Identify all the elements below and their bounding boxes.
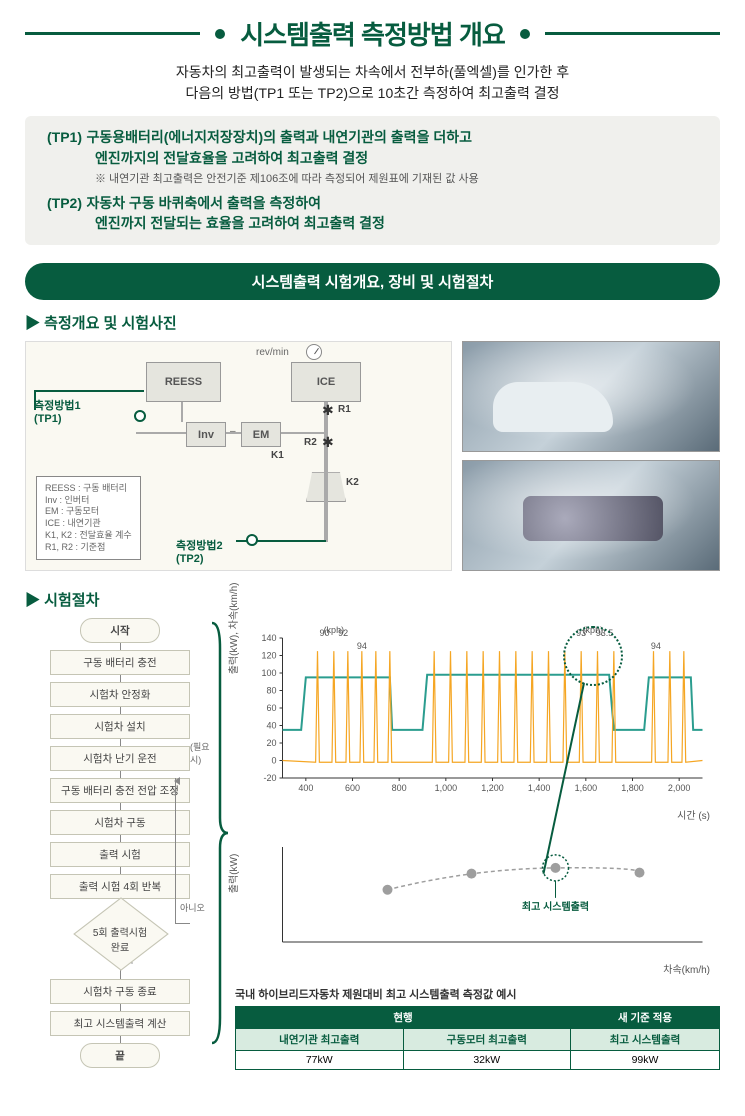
- flow-no-label: 아니오: [180, 901, 205, 914]
- flow-step: 최고 시스템출력 계산: [50, 1011, 190, 1036]
- sub-header-procedure: ▶ 시험절차: [25, 589, 720, 610]
- svg-text:600: 600: [345, 783, 360, 793]
- th-ice: 내연기관 최고출력: [236, 1029, 404, 1051]
- flow-step: 시험차 난기 운전: [50, 746, 190, 771]
- result-table: 현행 새 기준 적용 내연기관 최고출력 구동모터 최고출력 최고 시스템출력 …: [235, 1006, 720, 1070]
- tp1-marker-label: 측정방법1 (TP1): [34, 397, 81, 425]
- flow-start: 시작: [80, 618, 160, 643]
- svg-text:0: 0: [271, 756, 276, 766]
- svg-text:1,000: 1,000: [435, 783, 458, 793]
- th-motor: 구동모터 최고출력: [403, 1029, 571, 1051]
- tp1-item: (TP1) 구동용배터리(에너지저장장치)의 출력과 내연기관의 출력을 더하고…: [47, 128, 698, 186]
- tp1-text2: 엔진까지의 전달효율을 고려하여 최고출력 결정: [95, 148, 698, 168]
- td-motor-val: 32kW: [403, 1051, 571, 1070]
- title-row: 시스템출력 측정방법 개요: [25, 15, 720, 52]
- time-series-chart: 출력(kW), 차속(km/h) -2002040608010012014040…: [235, 618, 720, 803]
- tp1-measure-point: [134, 410, 146, 422]
- sub-header-diagram: ▶ 측정개요 및 시험사진: [25, 312, 720, 333]
- measurement-methods-box: (TP1) 구동용배터리(에너지저장장치)의 출력과 내연기관의 출력을 더하고…: [25, 116, 720, 245]
- svg-text:40: 40: [266, 721, 276, 731]
- flow-step: 출력 시험: [50, 842, 190, 867]
- diagram-row: REESS ICE Inv EM 측정방법1 (TP1) 측정방법2 (TP2)…: [25, 341, 720, 571]
- svg-text:1,600: 1,600: [575, 783, 598, 793]
- svg-text:1,400: 1,400: [528, 783, 551, 793]
- intro-text: 자동차의 최고출력이 발생되는 차속에서 전부하(풀엑셀)를 인가한 후 다음의…: [25, 62, 720, 104]
- flow-step: 구동 배터리 충전 전압 조정: [50, 778, 190, 803]
- td-system-val: 99kW: [571, 1051, 720, 1070]
- intro-line2: 다음의 방법(TP1 또는 TP2)으로 10초간 측정하여 최고출력 결정: [25, 83, 720, 104]
- result-table-title: 국내 하이브리드자동차 제원대비 최고 시스템출력 측정값 예시: [235, 986, 720, 1002]
- svg-text:2,000: 2,000: [668, 783, 691, 793]
- r1-label: R1: [338, 404, 351, 415]
- svg-text:800: 800: [392, 783, 407, 793]
- svg-text:140: 140: [261, 633, 276, 643]
- flow-step: 시험차 구동: [50, 810, 190, 835]
- svg-text:120: 120: [261, 651, 276, 661]
- intro-line1: 자동차의 최고출력이 발생되는 차속에서 전부하(풀엑셀)를 인가한 후: [25, 62, 720, 83]
- chart2-ylabel: 출력(kW): [225, 854, 240, 894]
- svg-text:94: 94: [357, 641, 367, 651]
- flow-decision: 5회 출력시험 완료: [70, 914, 170, 964]
- th-current: 현행: [236, 1007, 571, 1029]
- tp1-note: ※ 내연기관 최고출력은 안전기준 제106조에 따라 측정되어 제원표에 기재…: [95, 170, 698, 186]
- peak-power-chart: 출력(kW) 최고 시스템출력: [235, 837, 720, 957]
- chart2-svg: 최고 시스템출력: [235, 837, 720, 957]
- flow-step: 구동 배터리 충전: [50, 650, 190, 675]
- svg-text:94: 94: [651, 641, 661, 651]
- svg-text:80: 80: [266, 686, 276, 696]
- chart1-callout: [563, 626, 623, 686]
- th-system: 최고 시스템출력: [571, 1029, 720, 1051]
- svg-text:최고 시스템출력: 최고 시스템출력: [522, 900, 589, 913]
- tp2-measure-point: [246, 534, 258, 546]
- svg-text:-20: -20: [263, 773, 276, 783]
- procedure-row: 시작 구동 배터리 충전 시험차 안정화 시험차 설치 시험차 난기 운전 (필…: [25, 618, 720, 1070]
- section-banner: 시스템출력 시험개요, 장비 및 시험절차: [25, 263, 720, 300]
- tp1-text1: 구동용배터리(에너지저장장치)의 출력과 내연기관의 출력을 더하고: [86, 129, 472, 145]
- svg-text:1,800: 1,800: [621, 783, 644, 793]
- tp2-marker-label: 측정방법2 (TP2): [176, 537, 223, 565]
- k2-label: K2: [346, 477, 359, 488]
- tp2-text2: 엔진까지 전달되는 효율을 고려하여 최고출력 결정: [95, 213, 698, 233]
- revmin-label: rev/min: [256, 347, 289, 358]
- svg-text:20: 20: [266, 738, 276, 748]
- flow-step: 출력 시험 4회 반복: [50, 874, 190, 899]
- svg-text:60: 60: [266, 703, 276, 713]
- flow-step: 시험차 구동 종료: [50, 979, 190, 1004]
- chart1-ylabel: 출력(kW), 차속(km/h): [225, 582, 240, 674]
- reess-box: REESS: [146, 362, 221, 402]
- em-box: EM: [241, 422, 281, 447]
- diagram-legend: REESS : 구동 배터리 Inv : 인버터 EM : 구동모터 ICE :…: [36, 476, 141, 560]
- charts-column: 출력(kW), 차속(km/h) -2002040608010012014040…: [235, 618, 720, 1070]
- svg-text:1,200: 1,200: [481, 783, 504, 793]
- chart1-xlabel: 시간 (s): [235, 807, 720, 822]
- chart2-xlabel: 차속(km/h): [235, 961, 720, 976]
- r2-label: R2: [304, 437, 317, 448]
- ice-box: ICE: [291, 362, 361, 402]
- flow-step: 시험차 안정화: [50, 682, 190, 707]
- system-diagram: REESS ICE Inv EM 측정방법1 (TP1) 측정방법2 (TP2)…: [25, 341, 452, 571]
- page-title: 시스템출력 측정방법 개요: [240, 15, 505, 52]
- inv-box: Inv: [186, 422, 226, 447]
- k1-label: K1: [271, 450, 284, 461]
- tp2-text1: 자동차 구동 바퀴축에서 출력을 측정하여: [86, 195, 321, 211]
- tp2-label: (TP2): [47, 195, 82, 211]
- dial-icon: [306, 344, 322, 360]
- td-ice-val: 77kW: [236, 1051, 404, 1070]
- photo-dynamometer: [462, 460, 720, 571]
- th-new: 새 기준 적용: [571, 1007, 720, 1029]
- brace-icon: [210, 618, 230, 1048]
- tp2-item: (TP2) 자동차 구동 바퀴축에서 출력을 측정하여 엔진까지 전달되는 효율…: [47, 194, 698, 234]
- chart1-svg: -20 0 20 40 60 80 100 120 140 400 600 800 1,000 1,200…: [235, 618, 720, 803]
- flow-step: 시험차 설치: [50, 714, 190, 739]
- photo-vehicle-test: [462, 341, 720, 452]
- svg-text:100: 100: [261, 668, 276, 678]
- flowchart: 시작 구동 배터리 충전 시험차 안정화 시험차 설치 시험차 난기 운전 (필…: [25, 618, 215, 1070]
- tp1-label: (TP1): [47, 129, 82, 145]
- flow-end: 끝: [80, 1043, 160, 1068]
- svg-text:(kph): (kph): [324, 625, 345, 635]
- svg-text:400: 400: [298, 783, 313, 793]
